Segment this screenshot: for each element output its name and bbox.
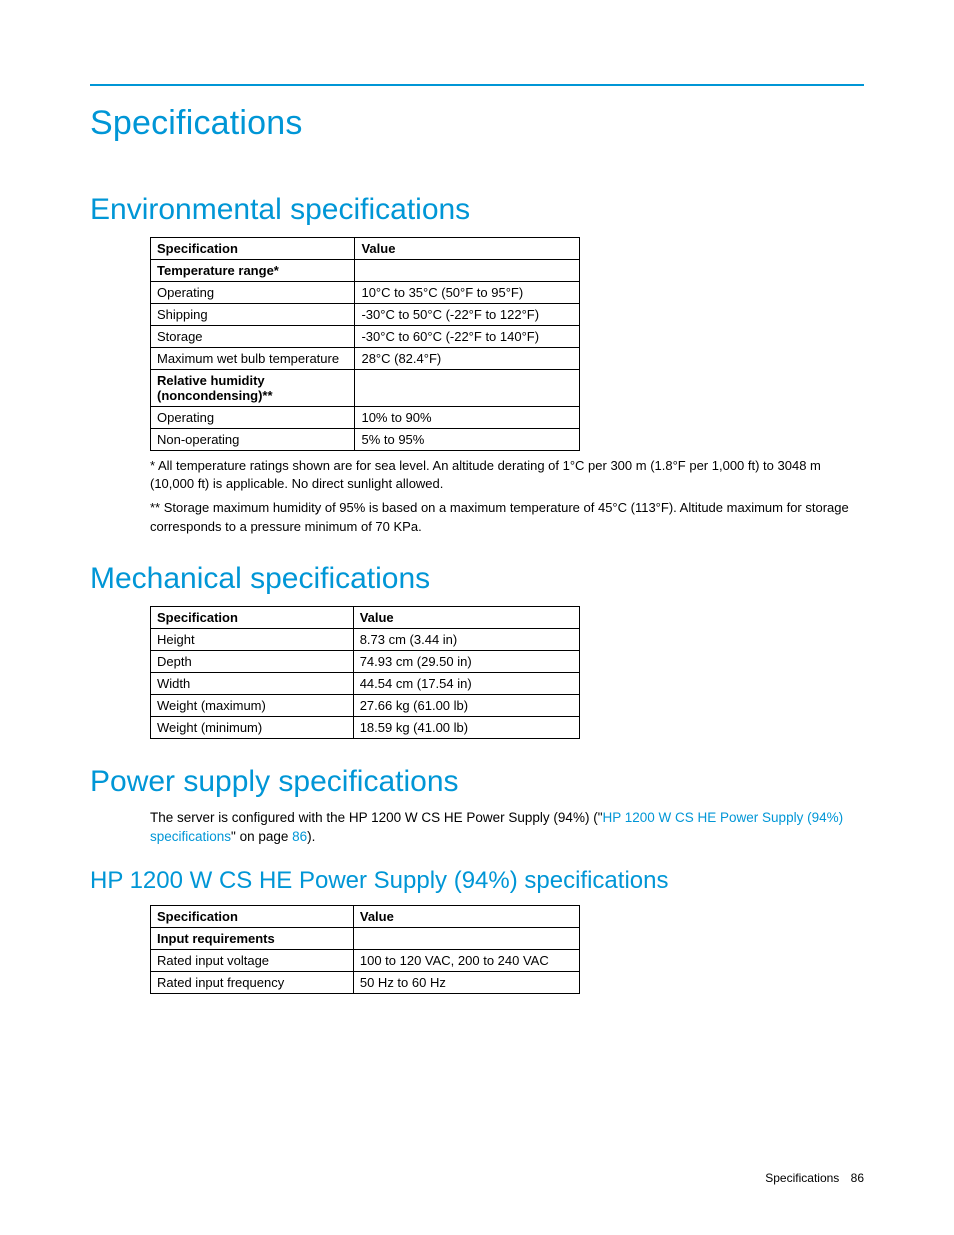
footer-label: Specifications	[765, 1171, 839, 1185]
footnote: * All temperature ratings shown are for …	[150, 457, 864, 493]
footer-page-number: 86	[851, 1171, 864, 1185]
table-header-row: Specification Value	[151, 238, 580, 260]
table-cell: 27.66 kg (61.00 lb)	[353, 694, 579, 716]
table-cell: -30°C to 60°C (-22°F to 140°F)	[355, 326, 580, 348]
section-power-heading: Power supply specifications	[90, 765, 864, 799]
table-cell: Rated input frequency	[151, 971, 354, 993]
page-ref-link[interactable]: 86	[292, 829, 307, 844]
table-cell: Rated input voltage	[151, 949, 354, 971]
table-row: Operating10% to 90%	[151, 407, 580, 429]
table-cell: Storage	[151, 326, 355, 348]
table-cell: Relative humidity (noncondensing)**	[151, 370, 355, 407]
table-row: Relative humidity (noncondensing)**	[151, 370, 580, 407]
section-power-body: The server is configured with the HP 120…	[150, 809, 864, 847]
table-row: Depth74.93 cm (29.50 in)	[151, 650, 580, 672]
table-cell: -30°C to 50°C (-22°F to 122°F)	[355, 304, 580, 326]
table-header: Value	[353, 606, 579, 628]
table-cell: 10°C to 35°C (50°F to 95°F)	[355, 282, 580, 304]
table-cell: 18.59 kg (41.00 lb)	[353, 716, 579, 738]
table-row: Height8.73 cm (3.44 in)	[151, 628, 580, 650]
text-fragment: ).	[307, 829, 315, 844]
table-row: Storage-30°C to 60°C (-22°F to 140°F)	[151, 326, 580, 348]
table-cell: 50 Hz to 60 Hz	[353, 971, 579, 993]
table-cell: Depth	[151, 650, 354, 672]
section-mechanical-body: Specification Value Height8.73 cm (3.44 …	[150, 606, 864, 739]
footnote: ** Storage maximum humidity of 95% is ba…	[150, 499, 864, 535]
table-row: Operating10°C to 35°C (50°F to 95°F)	[151, 282, 580, 304]
table-cell: 5% to 95%	[355, 429, 580, 451]
environmental-table: Specification Value Temperature range* O…	[150, 237, 580, 451]
text-fragment: " on page	[231, 829, 292, 844]
table-cell: 100 to 120 VAC, 200 to 240 VAC	[353, 949, 579, 971]
table-row: Rated input voltage100 to 120 VAC, 200 t…	[151, 949, 580, 971]
table-cell: 44.54 cm (17.54 in)	[353, 672, 579, 694]
table-cell: Operating	[151, 282, 355, 304]
table-row: Rated input frequency50 Hz to 60 Hz	[151, 971, 580, 993]
page: Specifications Environmental specificati…	[0, 0, 954, 1235]
table-header-row: Specification Value	[151, 606, 580, 628]
page-title: Specifications	[90, 104, 864, 143]
table-cell: 8.73 cm (3.44 in)	[353, 628, 579, 650]
table-cell: 74.93 cm (29.50 in)	[353, 650, 579, 672]
section-mechanical-heading: Mechanical specifications	[90, 562, 864, 596]
table-cell	[355, 260, 580, 282]
table-cell: Input requirements	[151, 927, 354, 949]
table-cell: Maximum wet bulb temperature	[151, 348, 355, 370]
table-cell: Temperature range*	[151, 260, 355, 282]
table-cell: Operating	[151, 407, 355, 429]
table-row: Width44.54 cm (17.54 in)	[151, 672, 580, 694]
subsection-power-body: Specification Value Input requirements R…	[150, 905, 864, 994]
table-header: Specification	[151, 905, 354, 927]
table-cell: Non-operating	[151, 429, 355, 451]
table-row: Input requirements	[151, 927, 580, 949]
table-row: Temperature range*	[151, 260, 580, 282]
table-cell	[353, 927, 579, 949]
table-cell: 10% to 90%	[355, 407, 580, 429]
section-environmental-heading: Environmental specifications	[90, 193, 864, 227]
power-body-text: The server is configured with the HP 120…	[150, 809, 864, 847]
page-footer: Specifications 86	[765, 1171, 864, 1185]
table-header: Specification	[151, 238, 355, 260]
power-table: Specification Value Input requirements R…	[150, 905, 580, 994]
table-row: Weight (minimum)18.59 kg (41.00 lb)	[151, 716, 580, 738]
table-cell	[355, 370, 580, 407]
table-cell: Weight (maximum)	[151, 694, 354, 716]
table-row: Weight (maximum)27.66 kg (61.00 lb)	[151, 694, 580, 716]
table-cell: Weight (minimum)	[151, 716, 354, 738]
section-environmental-body: Specification Value Temperature range* O…	[150, 237, 864, 536]
table-row: Maximum wet bulb temperature28°C (82.4°F…	[151, 348, 580, 370]
table-cell: Shipping	[151, 304, 355, 326]
table-header: Value	[355, 238, 580, 260]
text-fragment: The server is configured with the HP 120…	[150, 810, 602, 825]
table-row: Shipping-30°C to 50°C (-22°F to 122°F)	[151, 304, 580, 326]
table-cell: Height	[151, 628, 354, 650]
subsection-power-heading: HP 1200 W CS HE Power Supply (94%) speci…	[90, 867, 864, 895]
table-row: Non-operating5% to 95%	[151, 429, 580, 451]
mechanical-table: Specification Value Height8.73 cm (3.44 …	[150, 606, 580, 739]
top-rule	[90, 84, 864, 86]
table-header: Value	[353, 905, 579, 927]
table-header: Specification	[151, 606, 354, 628]
table-cell: Width	[151, 672, 354, 694]
table-cell: 28°C (82.4°F)	[355, 348, 580, 370]
table-header-row: Specification Value	[151, 905, 580, 927]
